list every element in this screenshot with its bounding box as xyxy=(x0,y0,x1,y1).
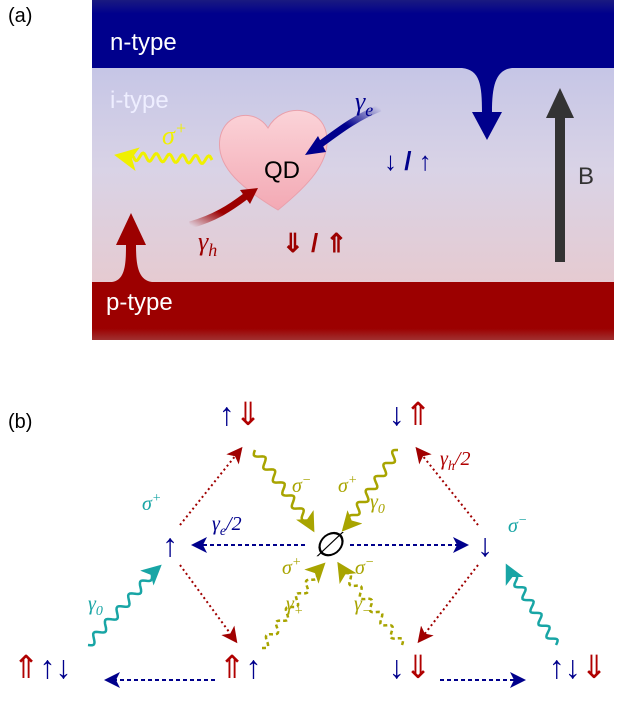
spin-state: ↓ xyxy=(477,527,493,563)
spin: ↑ xyxy=(219,396,235,432)
spin: ⇑ xyxy=(13,649,40,685)
subscript: 0 xyxy=(378,502,385,517)
superscript: + xyxy=(152,491,161,506)
spin-state: ⇑↑↓ xyxy=(13,649,72,685)
rate-label: γh/2 xyxy=(440,448,470,474)
spin: ↑ xyxy=(549,649,565,685)
spin-state: ⇑↑ xyxy=(219,649,262,685)
figure: (a) n-type i-type p-type QD γe γh ↓ / ↑ … xyxy=(0,0,621,704)
vacuum-state: ∅ xyxy=(313,527,344,564)
spin: ⇓ xyxy=(235,396,262,432)
electron-spin: ↓ / ↑ xyxy=(384,146,432,176)
superscript: + xyxy=(348,473,357,488)
rate-label: σ− xyxy=(355,555,374,579)
spin: ↓ xyxy=(55,649,71,685)
superscript: + xyxy=(292,555,301,570)
rate-label: γ0 xyxy=(88,593,103,619)
panel-label: (b) xyxy=(8,411,32,433)
suffix: /2 xyxy=(454,448,471,470)
emission-arrow xyxy=(345,450,398,528)
superscript: − xyxy=(365,555,374,570)
spin: ⇑ xyxy=(405,396,432,432)
rate-label: γe/2 xyxy=(212,513,242,539)
p-type-label: p-type xyxy=(106,289,173,316)
superscript: − xyxy=(302,473,311,488)
subscript: h xyxy=(448,459,455,474)
spin: ⇑ xyxy=(219,649,246,685)
suffix: /2 xyxy=(225,513,242,535)
spin: ↑ xyxy=(162,527,178,563)
transition-arrow xyxy=(180,565,235,640)
spin: ↓ xyxy=(389,396,405,432)
superscript: − xyxy=(518,513,527,528)
i-type-label: i-type xyxy=(110,87,169,114)
n-type-label: n-type xyxy=(110,29,177,56)
spin-state: ↑↓⇓ xyxy=(549,649,608,685)
rate-label: σ+ xyxy=(142,491,161,515)
spin: ⇓ xyxy=(581,649,608,685)
hole-spin: ⇓ / ⇑ xyxy=(282,228,347,258)
rate-label: γ0 xyxy=(370,491,385,517)
spin-state: ↓⇑ xyxy=(389,396,432,432)
emission-arrow xyxy=(254,450,312,528)
qd-label: QD xyxy=(264,157,300,184)
b-field-label: B xyxy=(578,163,594,190)
spin: ↓ xyxy=(565,649,581,685)
transition-arrow xyxy=(420,565,478,640)
spin: ↓ xyxy=(389,649,405,685)
spin: ↓ xyxy=(477,527,493,563)
rate-label: σ+ xyxy=(282,555,301,579)
panel-label: (a) xyxy=(8,5,32,27)
spin: ⇓ xyxy=(405,649,432,685)
emission-arrow xyxy=(340,566,403,645)
subscript: + xyxy=(294,604,303,619)
subscript: 0 xyxy=(96,604,103,619)
emission-arrow xyxy=(508,568,558,645)
subscript: − xyxy=(362,604,371,619)
spin: ↑ xyxy=(245,649,261,685)
rate-label: γ− xyxy=(354,593,371,619)
spin-state: ↑ xyxy=(162,527,178,563)
rate-label: σ− xyxy=(508,513,527,537)
spin-state: ↑⇓ xyxy=(219,396,262,432)
spin-state: ↓⇓ xyxy=(389,649,432,685)
rate-label: σ− xyxy=(292,473,311,497)
rate-label: σ+ xyxy=(338,473,357,497)
spin: ↑ xyxy=(39,649,55,685)
